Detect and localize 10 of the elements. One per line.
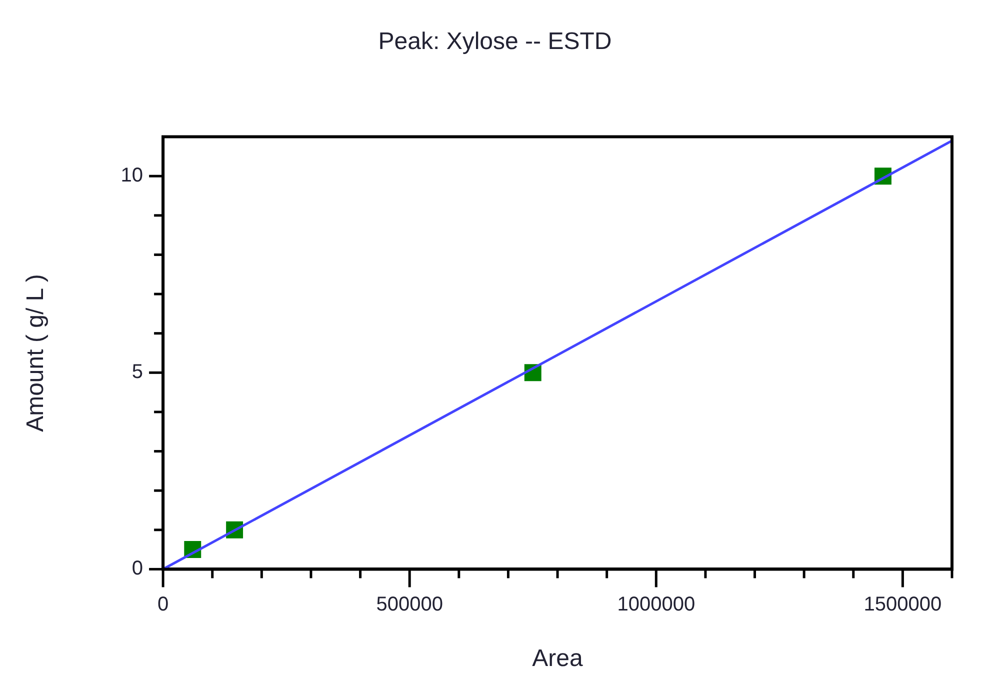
x-tick-label: 500000 <box>376 594 443 616</box>
x-axis-title: Area <box>532 645 584 672</box>
x-tick-label: 0 <box>157 594 169 616</box>
chart-title: Peak: Xylose -- ESTD <box>378 28 612 56</box>
x-tick-label: 1000000 <box>617 594 696 616</box>
y-tick-label: 0 <box>132 558 144 580</box>
y-tick-label: 10 <box>120 164 144 187</box>
y-axis-title: Amount ( g/ L ) <box>22 274 50 432</box>
x-tick-label: 1500000 <box>864 594 942 616</box>
y-tick-label: 5 <box>132 361 144 384</box>
